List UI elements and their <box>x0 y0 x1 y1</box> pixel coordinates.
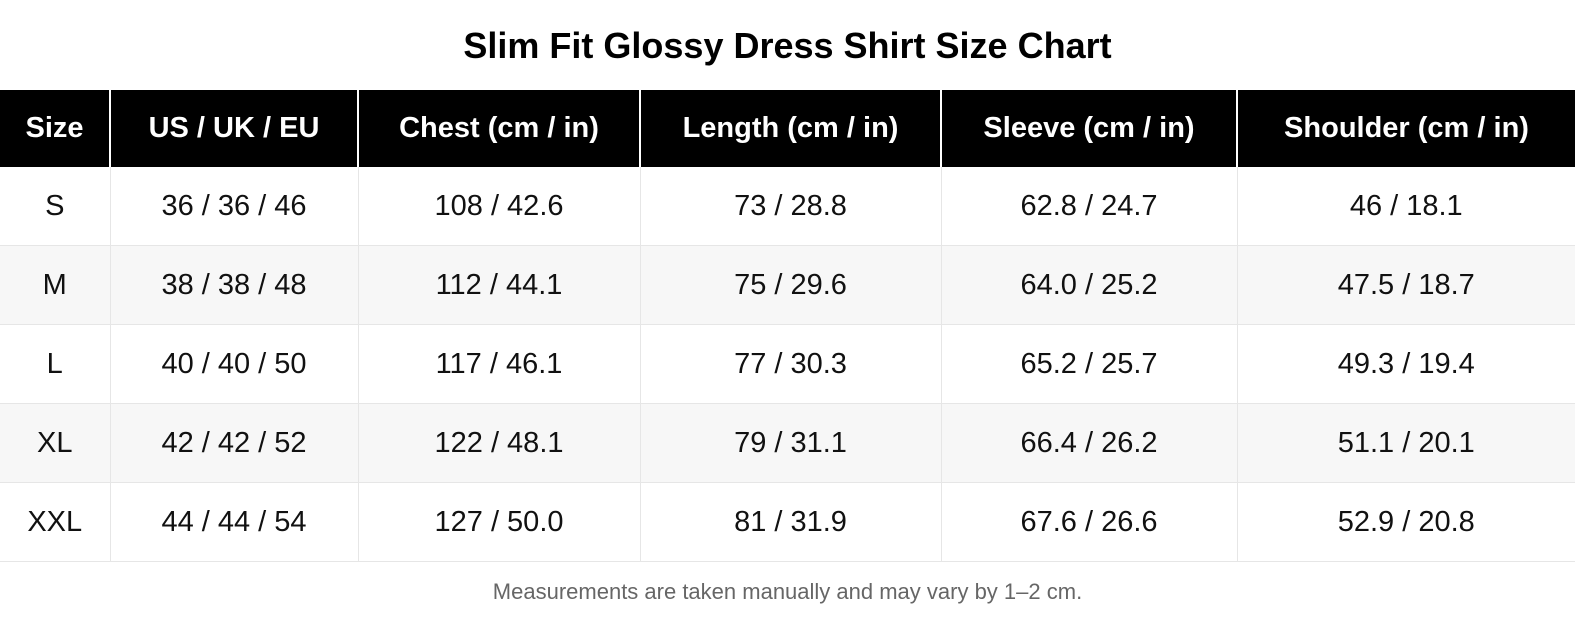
table-cell: 127 / 50.0 <box>357 482 640 562</box>
header-cell: Size <box>0 90 110 167</box>
table-row: XXL 44 / 44 / 54 127 / 50.0 81 / 31.9 67.6 /… <box>0 482 1575 562</box>
header-cell: Shoulder (cm / in) <box>1236 90 1575 167</box>
table-cell: 65.2 / 25.7 <box>940 324 1237 404</box>
table-cell: 40 / 40 / 50 <box>109 324 358 404</box>
table-row: S 36 / 36 / 46 108 / 42.6 73 / 28.8 62.8 / 2… <box>0 167 1575 246</box>
table-cell: 36 / 36 / 46 <box>109 167 358 246</box>
table-cell: 75 / 29.6 <box>639 245 941 325</box>
table-cell: 46 / 18.1 <box>1236 167 1575 246</box>
table-cell: XL <box>0 403 110 483</box>
header-cell: US / UK / EU <box>109 90 358 167</box>
table-cell: 44 / 44 / 54 <box>109 482 358 562</box>
table-cell: 47.5 / 18.7 <box>1236 245 1575 325</box>
table-cell: 108 / 42.6 <box>357 167 640 246</box>
table-cell: 79 / 31.1 <box>639 403 941 483</box>
table-cell: 122 / 48.1 <box>357 403 640 483</box>
table-cell: 62.8 / 24.7 <box>940 167 1237 246</box>
footnote: Measurements are taken manually and may … <box>492 579 1083 604</box>
table-cell: 38 / 38 / 48 <box>109 245 358 325</box>
table-cell: 52.9 / 20.8 <box>1236 482 1575 562</box>
header-row: Size US / UK / EU Chest (cm / in) Length (c… <box>0 90 1575 167</box>
table-cell: 64.0 / 25.2 <box>940 245 1237 325</box>
table-cell: 73 / 28.8 <box>639 167 941 246</box>
header-cell: Chest (cm / in) <box>357 90 640 167</box>
header-cell: Sleeve (cm / in) <box>940 90 1237 167</box>
table-cell: XXL <box>0 482 110 562</box>
table-cell: 67.6 / 26.6 <box>940 482 1237 562</box>
table-cell: L <box>0 324 110 404</box>
table-cell: 49.3 / 19.4 <box>1236 324 1575 404</box>
header-cell: Length (cm / in) <box>639 90 941 167</box>
table-cell: 51.1 / 20.1 <box>1236 403 1575 483</box>
table-cell: 112 / 44.1 <box>357 245 640 325</box>
title: Slim Fit Glossy Dress Shirt Size Chart <box>463 25 1112 66</box>
table-cell: 77 / 30.3 <box>639 324 941 404</box>
size-table: Size US / UK / EU Chest (cm / in) Length (c… <box>0 90 1575 562</box>
table-cell: 117 / 46.1 <box>357 324 640 404</box>
table-cell: S <box>0 167 110 246</box>
table-cell: M <box>0 245 110 325</box>
table-row: L 40 / 40 / 50 117 / 46.1 77 / 30.3 65.2 / 2… <box>0 324 1575 404</box>
table-row: XL 42 / 42 / 52 122 / 48.1 79 / 31.1 66.4 / … <box>0 403 1575 483</box>
table-cell: 66.4 / 26.2 <box>940 403 1237 483</box>
table-cell: 81 / 31.9 <box>639 482 941 562</box>
table-cell: 42 / 42 / 52 <box>109 403 358 483</box>
table-row: M 38 / 38 / 48 112 / 44.1 75 / 29.6 64.0 / 2… <box>0 245 1575 325</box>
